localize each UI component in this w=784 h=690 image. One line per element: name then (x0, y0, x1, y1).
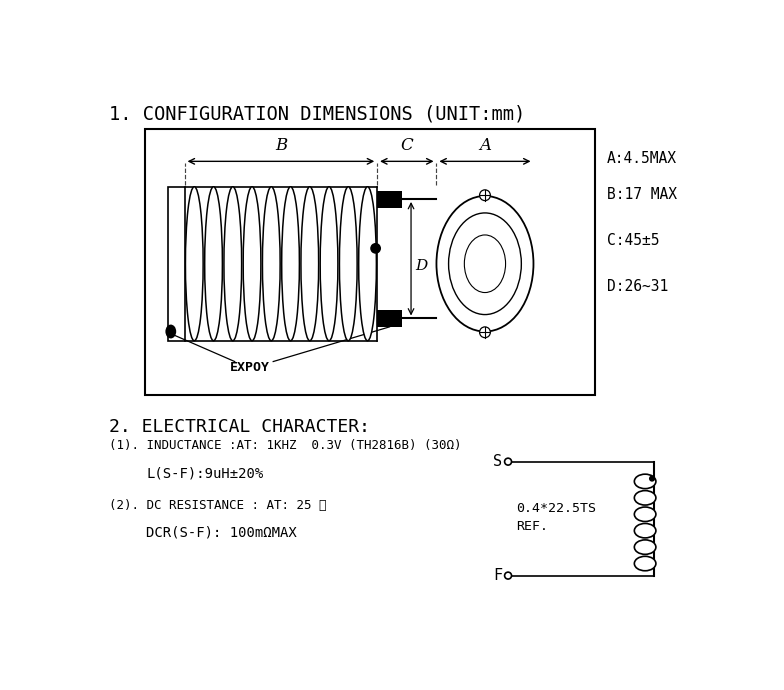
Text: C:45±5: C:45±5 (607, 233, 659, 248)
Ellipse shape (205, 187, 223, 341)
Bar (377, 310, 401, 327)
Ellipse shape (634, 507, 656, 522)
Text: 2. ELECTRICAL CHARACTER:: 2. ELECTRICAL CHARACTER: (109, 417, 370, 436)
Ellipse shape (634, 556, 656, 571)
Ellipse shape (634, 491, 656, 505)
Text: (1). INDUCTANCE :AT: 1KHZ  0.3V (TH2816B) (30Ω): (1). INDUCTANCE :AT: 1KHZ 0.3V (TH2816B)… (109, 439, 462, 451)
Ellipse shape (437, 196, 533, 331)
Ellipse shape (358, 187, 376, 341)
Text: 1. CONFIGURATION DIMENSIONS (UNIT:mm): 1. CONFIGURATION DIMENSIONS (UNIT:mm) (109, 104, 525, 124)
Bar (377, 190, 401, 208)
Bar (144, 129, 595, 395)
Text: S: S (493, 454, 502, 469)
Text: F: F (493, 568, 502, 583)
Ellipse shape (464, 235, 506, 293)
Text: 0.4*22.5TS: 0.4*22.5TS (516, 502, 596, 515)
Ellipse shape (339, 187, 358, 341)
Text: D:26~31: D:26~31 (607, 279, 668, 294)
Text: D: D (415, 259, 427, 273)
Circle shape (480, 327, 490, 337)
Text: B: B (274, 137, 287, 154)
Text: A: A (479, 137, 491, 154)
Ellipse shape (243, 187, 261, 341)
Ellipse shape (186, 187, 203, 341)
Circle shape (505, 572, 511, 579)
Circle shape (480, 190, 490, 201)
Ellipse shape (301, 187, 318, 341)
Ellipse shape (165, 324, 176, 338)
Ellipse shape (634, 474, 656, 489)
Text: REF.: REF. (516, 520, 548, 533)
Text: DCR(S-F): 100mΩMAX: DCR(S-F): 100mΩMAX (146, 526, 297, 540)
Ellipse shape (263, 187, 280, 341)
Bar (168, 187, 185, 341)
Circle shape (370, 243, 381, 254)
Ellipse shape (634, 524, 656, 538)
Circle shape (649, 475, 655, 482)
Text: EXPOY: EXPOY (230, 361, 270, 374)
Ellipse shape (281, 187, 299, 341)
Text: L(S-F):9uH±20%: L(S-F):9uH±20% (146, 466, 263, 480)
Text: A:4.5MAX: A:4.5MAX (607, 150, 677, 166)
Text: (2). DC RESISTANCE : AT: 25 ℃: (2). DC RESISTANCE : AT: 25 ℃ (109, 499, 327, 511)
Circle shape (505, 458, 511, 465)
Text: B:17 MAX: B:17 MAX (607, 187, 677, 201)
Text: C: C (401, 137, 413, 154)
Ellipse shape (448, 213, 521, 315)
Ellipse shape (224, 187, 241, 341)
Ellipse shape (634, 540, 656, 554)
Ellipse shape (320, 187, 338, 341)
